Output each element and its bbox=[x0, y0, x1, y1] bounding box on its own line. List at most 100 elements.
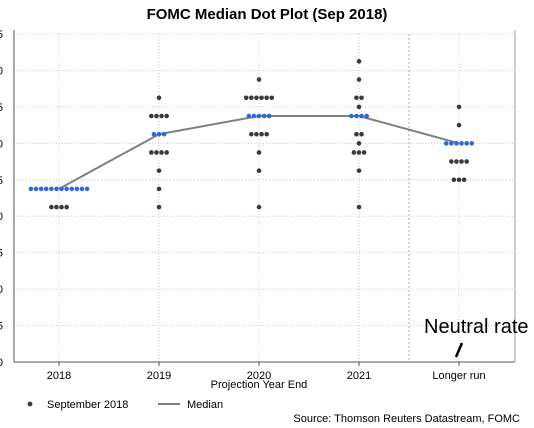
legend-dot-marker bbox=[27, 401, 33, 407]
dot bbox=[356, 104, 362, 110]
dot bbox=[464, 159, 469, 164]
median-dot bbox=[364, 113, 369, 119]
dot bbox=[264, 131, 269, 137]
dot bbox=[456, 104, 462, 110]
dot bbox=[256, 77, 262, 82]
dot bbox=[361, 150, 367, 155]
x-tick-label: Longer run bbox=[432, 370, 485, 382]
dot bbox=[156, 168, 162, 173]
dot bbox=[156, 186, 162, 192]
median-dot bbox=[38, 186, 44, 192]
median-dot bbox=[69, 186, 75, 192]
median-dot bbox=[43, 186, 49, 192]
dot bbox=[456, 122, 462, 128]
y-tick-label: .0 bbox=[0, 138, 3, 150]
dot bbox=[454, 159, 459, 164]
dot bbox=[64, 204, 69, 210]
neutral-rate-annotation: Neutral rate bbox=[424, 316, 529, 338]
dot bbox=[254, 131, 259, 137]
dot bbox=[164, 113, 169, 119]
dot bbox=[354, 131, 359, 137]
dot bbox=[149, 150, 154, 155]
dot bbox=[356, 168, 362, 173]
y-tick-label: .0 bbox=[0, 284, 3, 296]
median-dot bbox=[266, 113, 272, 119]
dot bbox=[154, 113, 159, 119]
y-tick-label: 5 bbox=[0, 29, 3, 41]
y-tick-label: .0 bbox=[0, 357, 3, 369]
median-dot bbox=[28, 186, 34, 192]
x-axis-ticks: 2018 2019 2020 2021 Longer run bbox=[47, 362, 486, 382]
dot bbox=[154, 150, 159, 155]
y-axis-ticks: 5 .0 .5 .0 .5 .0 .5 .0 .5 .0 bbox=[0, 29, 3, 369]
dot bbox=[459, 159, 464, 164]
dot bbox=[356, 141, 362, 146]
chart-title: FOMC Median Dot Plot (Sep 2018) bbox=[146, 6, 388, 23]
median-dot bbox=[359, 113, 364, 119]
dot bbox=[54, 204, 59, 210]
dot bbox=[254, 95, 259, 101]
dot bbox=[159, 113, 164, 119]
median-dot bbox=[54, 186, 59, 192]
dot bbox=[259, 95, 264, 101]
dot bbox=[356, 59, 362, 64]
dot bbox=[351, 150, 357, 155]
median-dot bbox=[59, 186, 64, 192]
dot bbox=[59, 204, 64, 210]
median-dot bbox=[251, 113, 257, 119]
median-dot bbox=[449, 141, 454, 146]
dot bbox=[243, 95, 249, 101]
dots-series bbox=[28, 59, 475, 210]
legend-label-september-2018: September 2018 bbox=[47, 399, 128, 411]
y-tick-label: .0 bbox=[0, 211, 3, 223]
median-dot bbox=[74, 186, 80, 192]
dot bbox=[356, 150, 362, 155]
dot bbox=[451, 177, 457, 183]
y-tick-label: .5 bbox=[0, 248, 3, 260]
x-tick-label: 2020 bbox=[247, 370, 271, 382]
dot bbox=[256, 204, 262, 210]
median-dot bbox=[161, 131, 167, 137]
median-dot bbox=[261, 113, 267, 119]
median-dot bbox=[33, 186, 39, 192]
x-tick-label: 2018 bbox=[47, 370, 71, 382]
median-dot bbox=[464, 141, 469, 146]
median-dot bbox=[64, 186, 69, 192]
median-dot bbox=[156, 131, 162, 137]
y-tick-label: .5 bbox=[0, 102, 3, 114]
y-tick-label: .0 bbox=[0, 65, 3, 77]
gridlines bbox=[14, 33, 515, 362]
median-dot bbox=[443, 141, 449, 146]
median-dot bbox=[79, 186, 85, 192]
dot bbox=[356, 77, 362, 82]
axes bbox=[13, 30, 516, 363]
median-dot bbox=[49, 186, 54, 192]
dot bbox=[259, 131, 264, 137]
dot bbox=[156, 95, 162, 101]
median-dot bbox=[256, 113, 262, 119]
dot bbox=[356, 204, 362, 210]
x-tick-label: 2021 bbox=[347, 370, 371, 382]
dot bbox=[449, 159, 454, 164]
dot bbox=[359, 95, 364, 101]
median-dot bbox=[459, 141, 464, 146]
dot bbox=[359, 131, 364, 137]
median-dot bbox=[454, 141, 459, 146]
dot bbox=[256, 168, 262, 173]
dot bbox=[264, 95, 269, 101]
median-dot bbox=[349, 113, 354, 119]
annotation-arrow bbox=[454, 342, 464, 358]
x-tick-label: 2019 bbox=[147, 370, 171, 382]
median-dot bbox=[246, 113, 252, 119]
dot bbox=[249, 95, 254, 101]
dot bbox=[249, 131, 254, 137]
dot bbox=[164, 150, 169, 155]
median-dot bbox=[151, 131, 157, 137]
legend-label-median: Median bbox=[187, 399, 223, 411]
dot bbox=[456, 177, 462, 183]
source-note: Source: Thomson Reuters Datastream, FOMC bbox=[293, 413, 520, 425]
dot bbox=[159, 150, 164, 155]
median-dot bbox=[354, 113, 359, 119]
x-axis-title: Projection Year End bbox=[211, 379, 308, 391]
